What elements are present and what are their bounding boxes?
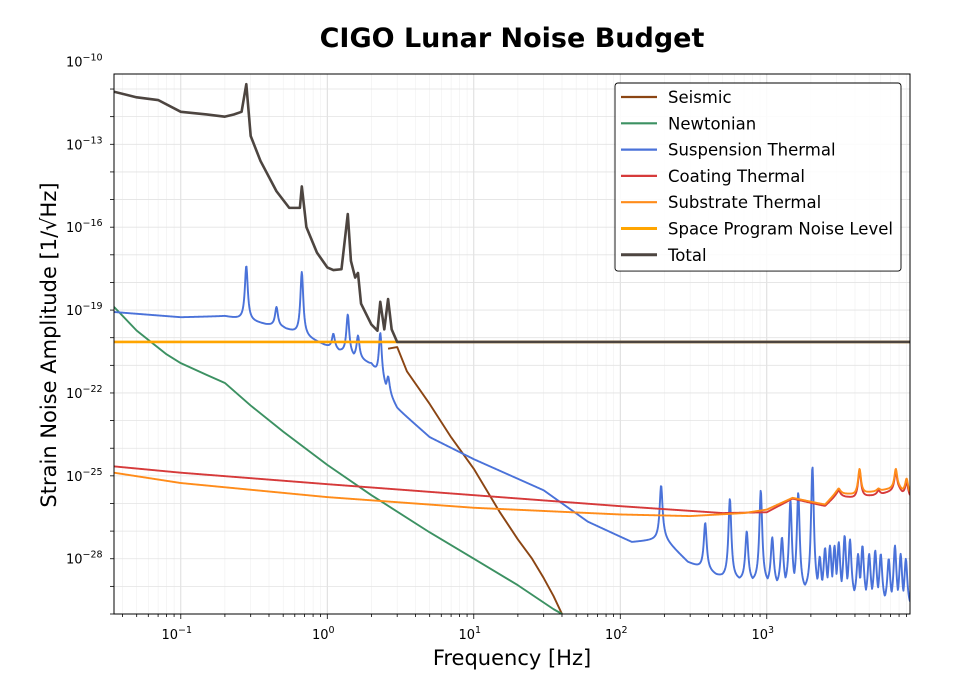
series-line-total: [114, 82, 910, 344]
x-tick-label: 100: [312, 625, 335, 643]
y-tick-label: 10−19: [66, 301, 103, 319]
plot-area: [113, 73, 911, 615]
legend-label-total: Total: [667, 246, 707, 265]
legend-label-substrate-thermal: Substrate Thermal: [668, 193, 821, 212]
legend-box: [614, 82, 902, 272]
legend-label-space-program-noise-level: Space Program Noise Level: [668, 220, 893, 239]
x-axis-label: Frequency [Hz]: [433, 646, 591, 670]
series-layer: [114, 82, 910, 614]
y-tick-label: 10−10: [66, 52, 103, 70]
y-tick-label: 10−22: [66, 384, 103, 402]
x-tick-label: 10−1: [162, 625, 193, 643]
y-axis-label: Strain Noise Amplitude [1/√Hz]: [37, 182, 61, 507]
series-line-seismic: [387, 346, 563, 614]
legend-label-seismic: Seismic: [668, 88, 732, 107]
axis-ticks: 10−1 100 101 102 103 10−28 10−25 10−22 10−19 10−1…: [66, 52, 907, 643]
y-tick-label: 10−13: [66, 135, 103, 153]
legend: Seismic Newtonian Suspension Thermal Coatin…: [614, 82, 902, 272]
chart-title: CIGO Lunar Noise Budget: [320, 23, 705, 54]
series-line-suspension-thermal: [114, 265, 910, 602]
series-line-newtonian: [114, 306, 563, 614]
y-tick-label: 10−25: [66, 467, 103, 485]
legend-label-coating-thermal: Coating Thermal: [668, 167, 805, 186]
x-tick-label: 101: [458, 625, 481, 643]
y-tick-label: 10−16: [66, 218, 103, 236]
series-line-coating-thermal: [114, 465, 910, 514]
legend-label-suspension-thermal: Suspension Thermal: [668, 141, 836, 160]
legend-label-newtonian: Newtonian: [668, 114, 756, 133]
x-tick-label: 103: [751, 625, 774, 643]
y-tick-label: 10−28: [66, 550, 103, 568]
x-tick-label: 102: [605, 625, 628, 643]
series-line-substrate-thermal: [114, 467, 910, 518]
